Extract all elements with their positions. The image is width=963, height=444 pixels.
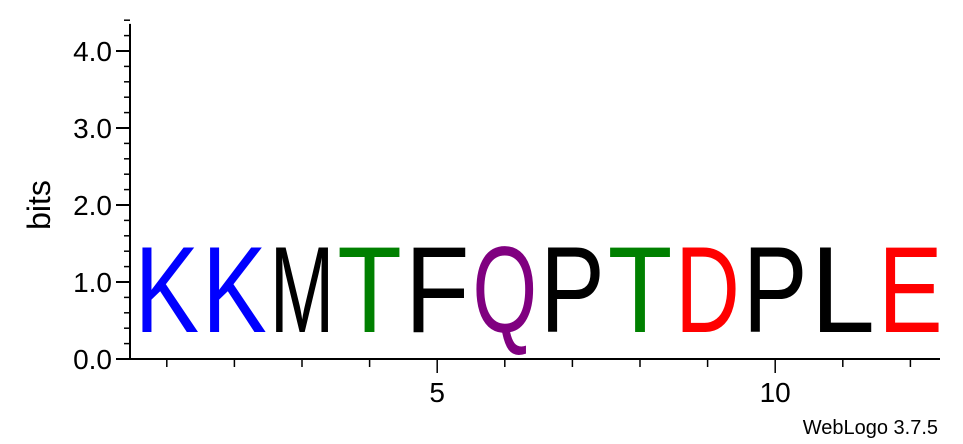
logo-letter-P-pos10: P	[743, 222, 808, 358]
y-tick-label: 3.0	[73, 113, 112, 144]
logo-letter-D-pos9: D	[675, 221, 740, 358]
y-tick-label: 0.0	[73, 344, 112, 375]
logo-letter-E-pos12: E	[878, 222, 943, 358]
y-tick-label: 2.0	[73, 190, 112, 221]
logo-letter-K-pos2: K	[202, 222, 267, 358]
logo-letter-T-pos4: T	[337, 222, 402, 359]
x-axis: 5 10	[130, 358, 940, 408]
logo-letter-Q-pos6: Q	[473, 222, 538, 359]
x-tick-label: 10	[760, 377, 791, 408]
logo-letter-L-pos11: L	[811, 222, 876, 358]
logo-letter-T-pos8: T	[608, 222, 673, 359]
y-tick-label: 1.0	[73, 267, 112, 298]
y-tick-label: 4.0	[73, 36, 112, 67]
y-axis-title: bits	[21, 180, 57, 230]
logo-letter-P-pos7: P	[540, 222, 605, 358]
logo-letter-M-pos3: M	[270, 221, 335, 358]
logo-letter-K-pos1: K	[135, 222, 200, 358]
logo-letter-F-pos5: F	[405, 222, 470, 359]
x-tick-label: 5	[429, 377, 445, 408]
y-axis: 0.0 1.0 2.0 3.0 4.0	[73, 19, 131, 375]
weblogo-credit: WebLogo 3.7.5	[803, 417, 938, 439]
